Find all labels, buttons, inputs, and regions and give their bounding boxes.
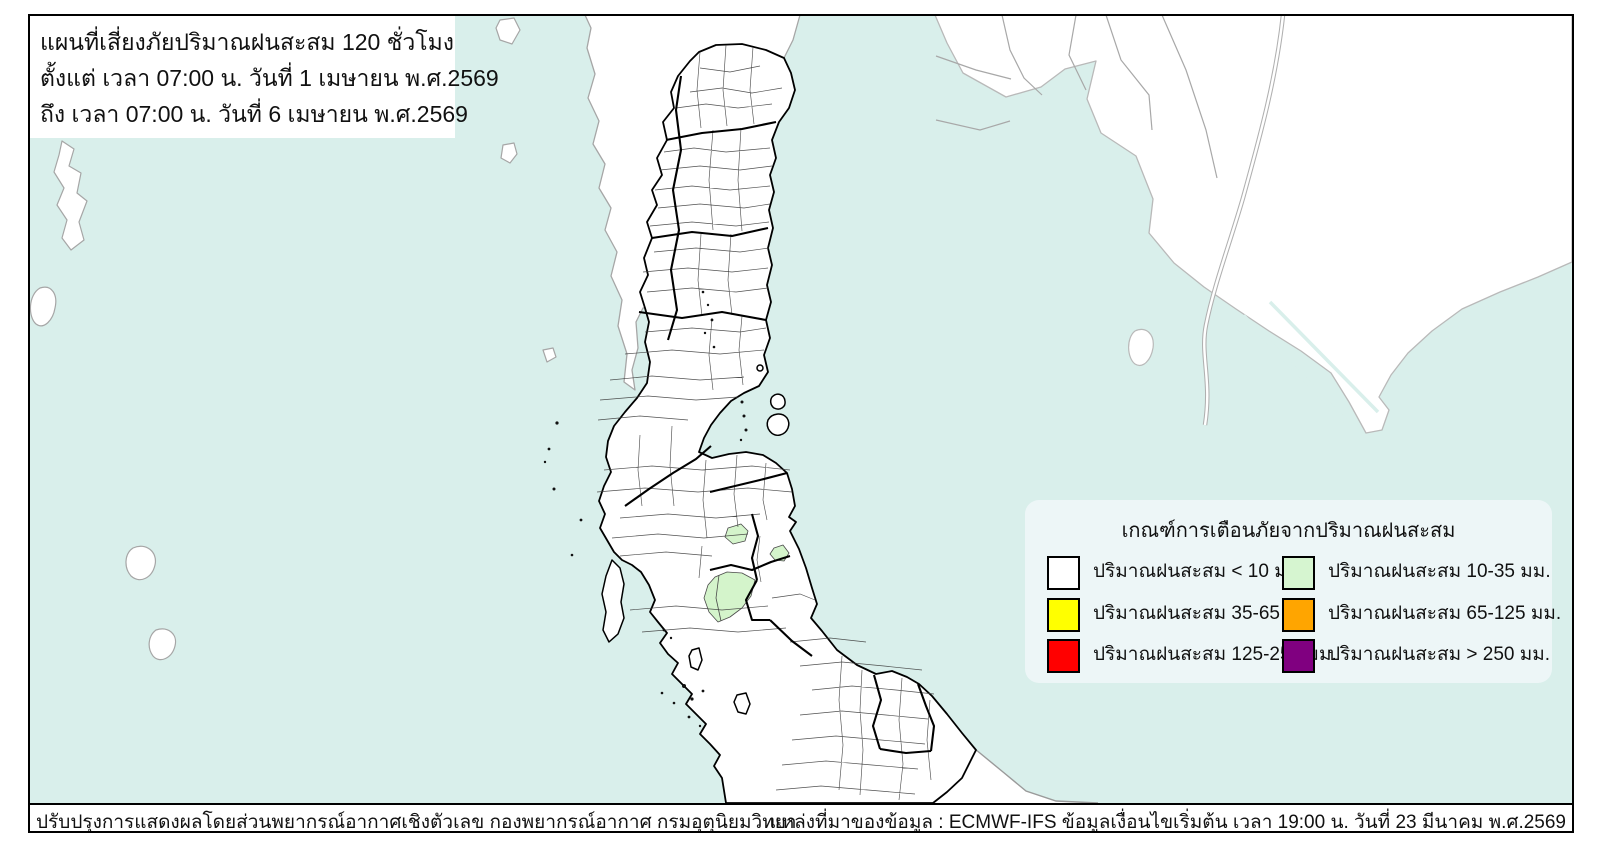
legend-item-gt250: ปริมาณฝนสะสม > 250 มม.	[1282, 639, 1550, 673]
island	[495, 17, 521, 45]
delta-channel	[1268, 300, 1380, 414]
island	[125, 545, 157, 581]
thai-islands	[601, 364, 790, 715]
map-title-line2: ตั้งแต่ เวลา 07:00 น. วันที่ 1 เมษายน พ.…	[40, 65, 499, 91]
malaysia-coastline	[974, 748, 1099, 804]
tao-island	[756, 364, 764, 372]
legend-swatch-red	[1047, 639, 1080, 673]
legend-label: ปริมาณฝนสะสม > 250 มม.	[1328, 644, 1551, 665]
malaysia-landmass	[934, 751, 1095, 803]
delta-channel	[1241, 314, 1354, 430]
tarutao-island	[733, 692, 751, 715]
thai-islets	[543, 290, 748, 728]
district-borders	[596, 44, 935, 801]
island	[148, 628, 177, 661]
legend-label: ปริมาณฝนสะสม 10-35 มม.	[1328, 561, 1551, 582]
thailand-peninsula	[598, 43, 977, 804]
map-title-line1: แผนที่เสี่ยงภัยปริมาณฝนสะสม 120 ชั่วโมง	[40, 29, 455, 55]
legend-title: เกณฑ์การเตือนภัยจากปริมาณฝนสะสม	[1121, 520, 1456, 542]
phangan-island	[769, 393, 786, 410]
footer-source-text: แหล่งที่มาของข้อมูล : ECMWF-IFS ข้อมูลเง…	[769, 812, 1566, 833]
legend-label: ปริมาณฝนสะสม 125-250 มม.	[1093, 644, 1337, 665]
legend-item-125-250: ปริมาณฝนสะสม 125-250 มม.	[1047, 639, 1337, 673]
legend-swatch-green	[1282, 556, 1315, 590]
legend-swatch-orange	[1282, 598, 1315, 632]
legend-item-35-65: ปริมาณฝนสะสม 35-65 มม.	[1047, 598, 1316, 632]
legend-swatch-purple	[1282, 639, 1315, 673]
province-borders	[624, 75, 936, 755]
map-title-line3: ถึง เวลา 07:00 น. วันที่ 6 เมษายน พ.ศ.25…	[40, 101, 468, 127]
legend-item-65-125: ปริมาณฝนสะสม 65-125 มม.	[1282, 598, 1561, 632]
footer-credit-text: ปรับปรุงการแสดงผลโดยส่วนพยากรณ์อากาศเชิง…	[36, 812, 797, 833]
samui-island	[766, 413, 790, 437]
legend-swatch-white	[1047, 556, 1080, 590]
phuket-island	[601, 559, 625, 643]
legend-label: ปริมาณฝนสะสม < 10 มม.	[1093, 561, 1305, 582]
footer-bar: ปรับปรุงการแสดงผลโดยส่วนพยากรณ์อากาศเชิง…	[29, 803, 1574, 833]
island	[29, 286, 57, 327]
green-district	[724, 523, 749, 545]
legend-item-lt10: ปริมาณฝนสะสม < 10 มม.	[1047, 556, 1305, 590]
island	[542, 347, 557, 363]
legend-item-10-35: ปริมาณฝนสะสม 10-35 มม.	[1282, 556, 1551, 590]
island	[500, 142, 518, 164]
lanta-island	[688, 647, 703, 671]
legend-label: ปริมาณฝนสะสม 35-65 มม.	[1093, 603, 1316, 624]
map-title-box: แผนที่เสี่ยงภัยปริมาณฝนสะสม 120 ชั่วโมง …	[30, 16, 499, 138]
phu-quoc-island	[1128, 328, 1154, 366]
island	[53, 140, 88, 251]
legend-swatch-yellow	[1047, 598, 1080, 632]
risk-districts-10-35mm	[703, 523, 790, 623]
neighbor-province-borders	[935, 14, 1218, 179]
legend-label: ปริมาณฝนสะสม 65-125 มม.	[1328, 603, 1562, 624]
mekong-river	[1202, 14, 1380, 430]
indochina-landmass	[934, 14, 1573, 434]
legend-panel: เกณฑ์การเตือนภัยจากปริมาณฝนสะสม ปริมาณฝน…	[1025, 500, 1561, 683]
